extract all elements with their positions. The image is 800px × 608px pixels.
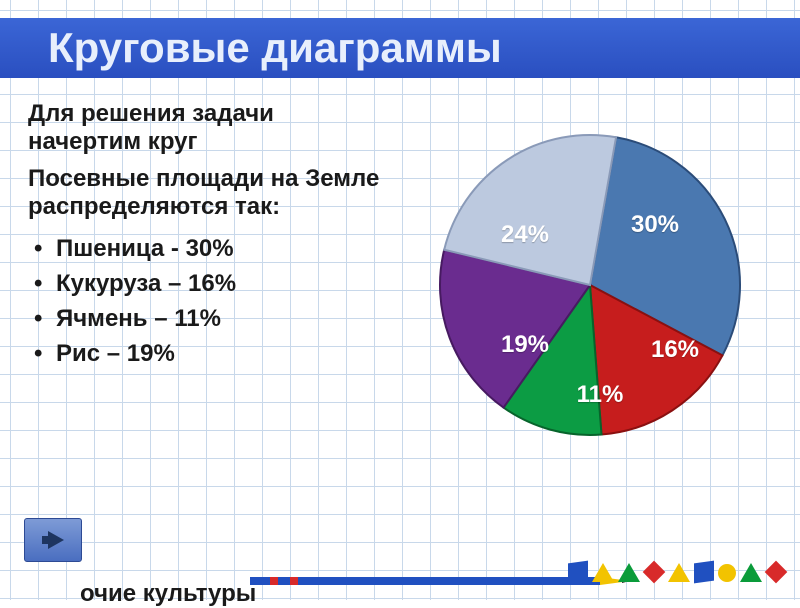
description-text: Посевные площади на Земле распределяются… xyxy=(28,165,388,220)
shape-cube-icon xyxy=(568,561,588,584)
cutoff-bullet-text: очие культуры xyxy=(80,580,256,608)
next-button[interactable] xyxy=(24,518,82,562)
page-title: Круговые диаграммы xyxy=(48,24,502,72)
title-bar: Круговые диаграммы xyxy=(0,18,800,78)
shape-cube-icon xyxy=(694,561,714,584)
list-item: Кукуруза – 16% xyxy=(28,267,388,302)
pie-chart: 30%16%11%19%24% xyxy=(430,125,750,445)
decorative-shapes xyxy=(568,562,786,582)
shape-diamond-icon xyxy=(765,561,788,584)
shape-circle-icon xyxy=(718,564,736,582)
list-item: Пшеница - 30% xyxy=(28,232,388,267)
bullet-list: Пшеница - 30% Кукуруза – 16% Ячмень – 11… xyxy=(28,232,388,371)
arrow-right-icon xyxy=(40,529,66,551)
shape-triangle-icon xyxy=(592,563,614,582)
shape-triangle-icon xyxy=(740,563,762,582)
text-content: Для решения задачи начертим круг Посевны… xyxy=(28,100,388,372)
shape-triangle-icon xyxy=(668,563,690,582)
list-item: Ячмень – 11% xyxy=(28,302,388,337)
list-item: Рис – 19% xyxy=(28,337,388,372)
shape-diamond-icon xyxy=(643,561,666,584)
intro-text: Для решения задачи начертим круг xyxy=(28,100,388,155)
shape-triangle-icon xyxy=(618,563,640,582)
